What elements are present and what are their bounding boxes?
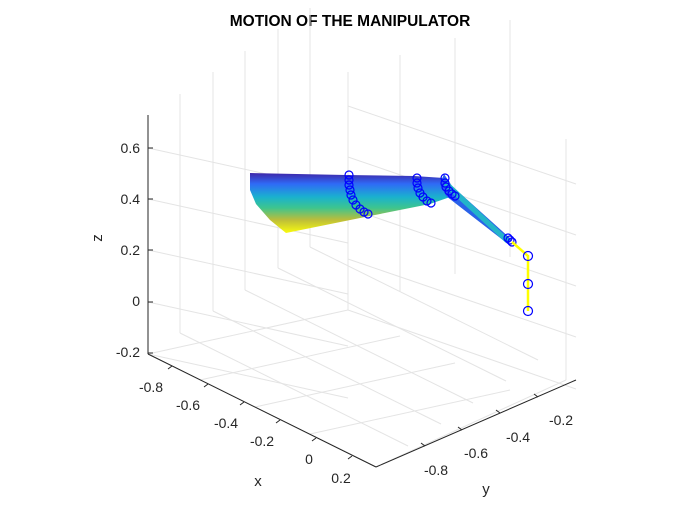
y-tick-label: -0.8	[424, 462, 448, 478]
x-tick-label: 0.2	[331, 470, 351, 486]
back-wall-grid-yz	[347, 20, 577, 390]
joint-1-trajectory	[344, 170, 373, 219]
x-tick-label: -0.8	[139, 379, 163, 395]
joint-3-trajectory	[440, 173, 460, 201]
final-joint-marker	[522, 305, 534, 317]
z-tick-label: 0	[132, 293, 140, 309]
y-axis-line	[375, 379, 577, 468]
sweep-surface	[250, 173, 453, 233]
z-tick-label: 0.4	[121, 191, 141, 207]
axes-lines	[147, 115, 577, 468]
y-axis-label: y	[482, 481, 490, 498]
manipulator-sweep	[250, 173, 512, 244]
joint-4-trajectory	[503, 233, 517, 247]
y-ticks	[420, 393, 539, 447]
chart-title: MOTION OF THE MANIPULATOR	[229, 13, 471, 30]
x-axis-label: x	[254, 473, 262, 490]
z-tick-label: 0.2	[121, 242, 141, 258]
x-tick-label: -0.4	[214, 415, 238, 431]
x-axis-line	[147, 353, 377, 468]
z-axis-label: z	[89, 234, 106, 242]
x-tick-label: 0	[305, 451, 313, 467]
y-tick-label: -0.4	[506, 429, 530, 445]
z-tick-label: -0.2	[116, 344, 140, 360]
x-tick-labels: -0.8 -0.6 -0.4 -0.2 0 0.2	[139, 379, 351, 486]
z-tick-labels: 0.6 0.4 0.2 0 -0.2	[116, 140, 140, 360]
x-tick-label: -0.2	[250, 433, 274, 449]
y-tick-label: -0.6	[464, 445, 488, 461]
x-ticks	[167, 365, 353, 460]
final-joint-marker	[522, 278, 534, 290]
final-pose-links	[511, 241, 530, 311]
joint-2-trajectory	[412, 173, 436, 208]
z-ticks	[148, 147, 153, 354]
sweep-arm-highlight	[444, 180, 510, 243]
joint-trajectories	[344, 170, 517, 247]
floor-grid	[147, 246, 567, 468]
y-tick-labels: -0.8 -0.6 -0.4 -0.2	[424, 412, 573, 478]
y-tick-label: -0.2	[549, 412, 573, 428]
final-joint-marker	[522, 250, 534, 262]
x-tick-label: -0.6	[176, 397, 200, 413]
z-tick-label: 0.6	[121, 140, 141, 156]
final-pose	[511, 241, 534, 317]
